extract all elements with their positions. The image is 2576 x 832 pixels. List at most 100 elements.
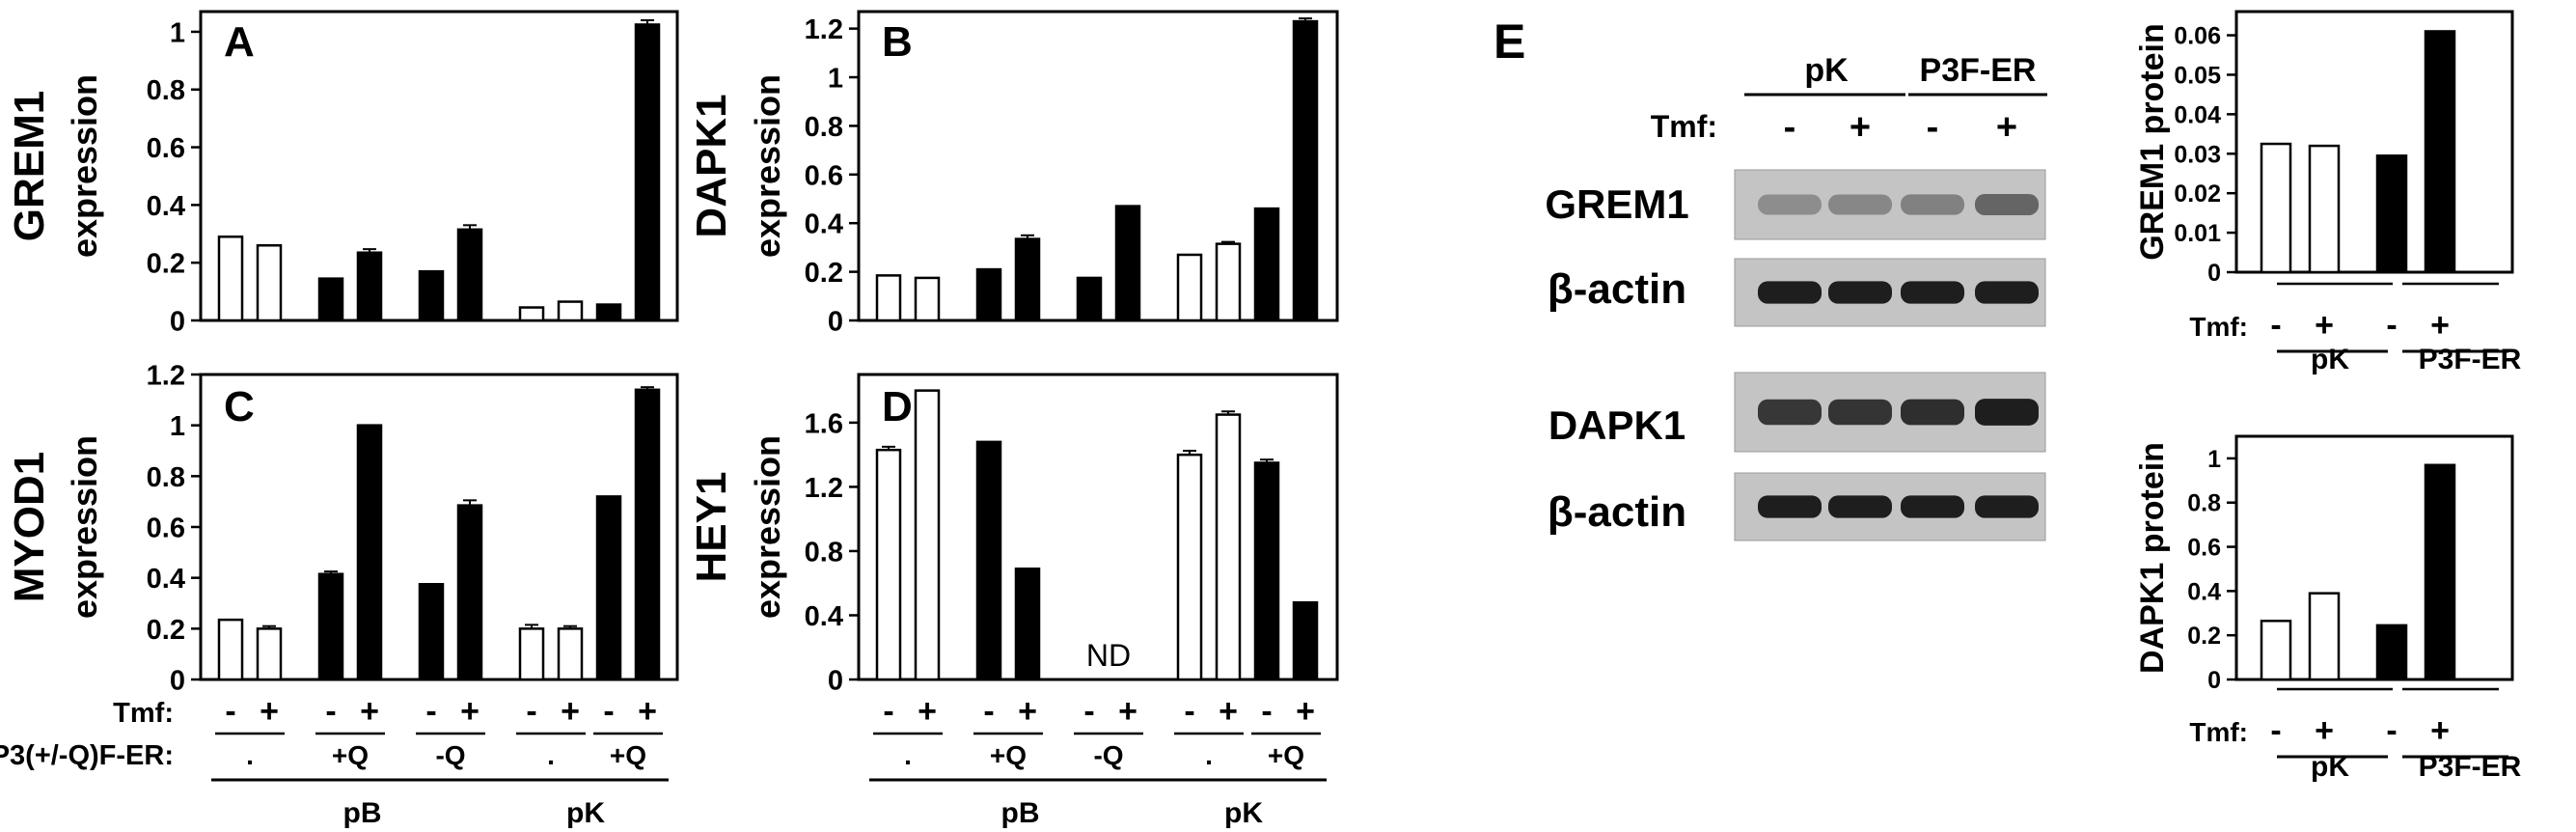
panel-d: 0 0.4 0.8 1.2 1.6 ND D HEY1 expression [688, 373, 1339, 696]
vector-group-label: pK [566, 797, 605, 829]
y-tick-label: 1.6 [805, 408, 843, 439]
blot-tmf-sign: + [1850, 107, 1871, 148]
y-tick-label: 0.6 [147, 513, 185, 543]
protein-group-label: P3F-ER [2419, 344, 2522, 375]
tmf-sign: + [460, 693, 480, 730]
vector-group-label: pK [1224, 797, 1263, 829]
construct-label: +Q [990, 740, 1027, 770]
blot-strip [1734, 372, 2046, 453]
panel-label: D [882, 383, 913, 430]
bar [2424, 463, 2456, 681]
y-axis-label: expression [748, 74, 787, 258]
blot-tmf-label: Tmf: [1651, 109, 1717, 144]
tmf-sign: - [526, 693, 536, 730]
panel-a: 0 0.2 0.4 0.6 0.8 1 A GREM1 expression [6, 10, 679, 337]
bar [317, 572, 344, 681]
y-tick-label: 0 [828, 665, 843, 696]
tmf-sign: - [2386, 307, 2397, 344]
x-axis-annotations: - + - + - + - + - +. +Q -Q. +QpB pK [869, 693, 1327, 829]
tmf-sign: + [638, 693, 657, 730]
y-axis-gene-label: HEY1 [688, 472, 735, 583]
panel-label: A [224, 18, 255, 66]
construct-label: . [246, 740, 254, 770]
blot-band [1758, 281, 1822, 304]
bar [914, 276, 941, 322]
tmf-sign: - [325, 693, 336, 730]
bar [1253, 461, 1280, 681]
y-tick-label: 0.04 [2174, 101, 2221, 128]
y-axis-label: GREM1 protein [2134, 23, 2171, 261]
tmf-sign: + [2315, 712, 2334, 749]
bar [217, 618, 244, 681]
blot-band [1901, 399, 1964, 426]
bar [356, 424, 383, 681]
tmf-sign: + [1219, 693, 1238, 730]
bar [1292, 19, 1319, 322]
y-tick-label: 0.4 [805, 209, 843, 240]
blot-row-label: β-actin [1548, 488, 1686, 536]
construct-label: +Q [610, 740, 646, 770]
tmf-axis-label: Tmf: [113, 698, 174, 729]
y-tick-label: 0.4 [147, 191, 185, 222]
bar [557, 300, 584, 322]
blot-band [1758, 495, 1822, 518]
y-tick-label: 1 [828, 63, 843, 94]
y-tick-label: 0.01 [2174, 220, 2221, 247]
y-tick-label: 0.8 [805, 112, 843, 143]
bar [1014, 567, 1041, 681]
protein-x-axis-annotations: Tmf: - + - +pK P3F-ER [2189, 282, 2522, 375]
bar [456, 504, 483, 681]
y-axis-label: expression [65, 74, 104, 258]
y-tick-label: 0 [170, 306, 185, 337]
bar [595, 303, 622, 322]
panel-c: 0 0.2 0.4 0.6 0.8 1 1.2 C MYOD1 expression [6, 360, 679, 696]
tmf-sign: - [603, 693, 614, 730]
panel-e-label: E [1494, 14, 1525, 69]
blot-strip [1734, 472, 2046, 541]
bar [557, 627, 584, 681]
blot-strip [1734, 169, 2046, 240]
blot-row-label: GREM1 [1545, 181, 1688, 227]
protein-group-label: pK [2311, 344, 2349, 375]
tmf-sign: - [983, 693, 994, 730]
panel-label: B [882, 18, 913, 66]
bar [456, 228, 483, 322]
tmf-axis-label: Tmf: [2189, 312, 2248, 342]
tmf-sign: - [2270, 712, 2281, 749]
tmf-sign: + [918, 693, 937, 730]
blot-tmf-sign: - [1927, 107, 1939, 148]
bar [1176, 253, 1203, 322]
blot-band [1975, 495, 2039, 518]
bar [1176, 453, 1203, 681]
bar [317, 277, 344, 322]
tmf-sign: + [260, 693, 279, 730]
y-axis-label: DAPK1 protein [2134, 442, 2171, 674]
construct-label: . [1205, 740, 1213, 770]
not-detected-annotation: ND [1086, 638, 1131, 673]
tmf-sign: - [2270, 307, 2281, 344]
y-tick-label: 1.2 [805, 473, 843, 504]
bar [595, 495, 622, 681]
blot-band [1901, 194, 1964, 215]
y-axis-label: expression [65, 435, 104, 619]
y-tick-label: 0.6 [805, 160, 843, 191]
bar [2308, 144, 2341, 274]
blot-tmf-sign: + [1996, 107, 2017, 148]
y-tick-label: 0.4 [805, 601, 843, 632]
blot-strip [1734, 258, 2046, 327]
bar [1215, 413, 1242, 681]
bar [356, 251, 383, 322]
tmf-sign: + [2430, 712, 2450, 749]
vector-group-label: pB [343, 797, 382, 829]
protein-group-label: pK [2311, 751, 2349, 783]
y-tick-label: 0.2 [147, 249, 185, 280]
construct-label: +Q [332, 740, 369, 770]
tmf-sign: + [360, 693, 379, 730]
tmf-sign: - [2386, 712, 2397, 749]
y-tick-label: 0 [828, 306, 843, 337]
y-tick-label: 0 [2207, 260, 2221, 287]
blot-band [1758, 399, 1822, 426]
tmf-sign: - [883, 693, 893, 730]
bar [2260, 620, 2292, 681]
